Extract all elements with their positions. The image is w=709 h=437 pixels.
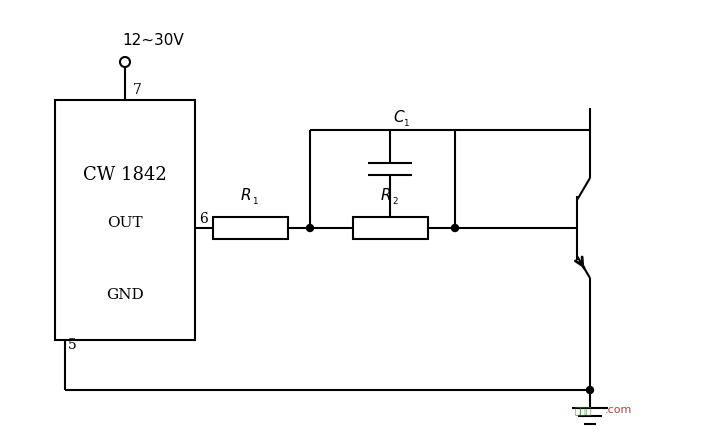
Text: 6: 6: [199, 212, 208, 226]
Circle shape: [452, 225, 459, 232]
Text: 7: 7: [133, 83, 142, 97]
Text: 12~30V: 12~30V: [122, 33, 184, 48]
Bar: [55, 100, 195, 340]
Text: $_1$: $_1$: [403, 116, 410, 129]
Text: $\mathit{R}$: $\mathit{R}$: [240, 187, 251, 203]
Circle shape: [120, 57, 130, 67]
Text: OUT: OUT: [107, 216, 143, 230]
Text: CW 1842: CW 1842: [83, 166, 167, 184]
Text: .com: .com: [605, 405, 632, 415]
Text: $\mathit{R}$: $\mathit{R}$: [380, 187, 391, 203]
Text: $\mathit{C}$: $\mathit{C}$: [393, 109, 406, 125]
Bar: [353, 217, 428, 239]
Text: 接线图: 接线图: [575, 405, 593, 415]
Circle shape: [306, 225, 313, 232]
Text: GND: GND: [106, 288, 144, 302]
Text: 5: 5: [68, 338, 77, 352]
Bar: [213, 217, 288, 239]
Circle shape: [586, 386, 593, 393]
Text: $_2$: $_2$: [392, 194, 399, 207]
Text: $_1$: $_1$: [252, 194, 259, 207]
